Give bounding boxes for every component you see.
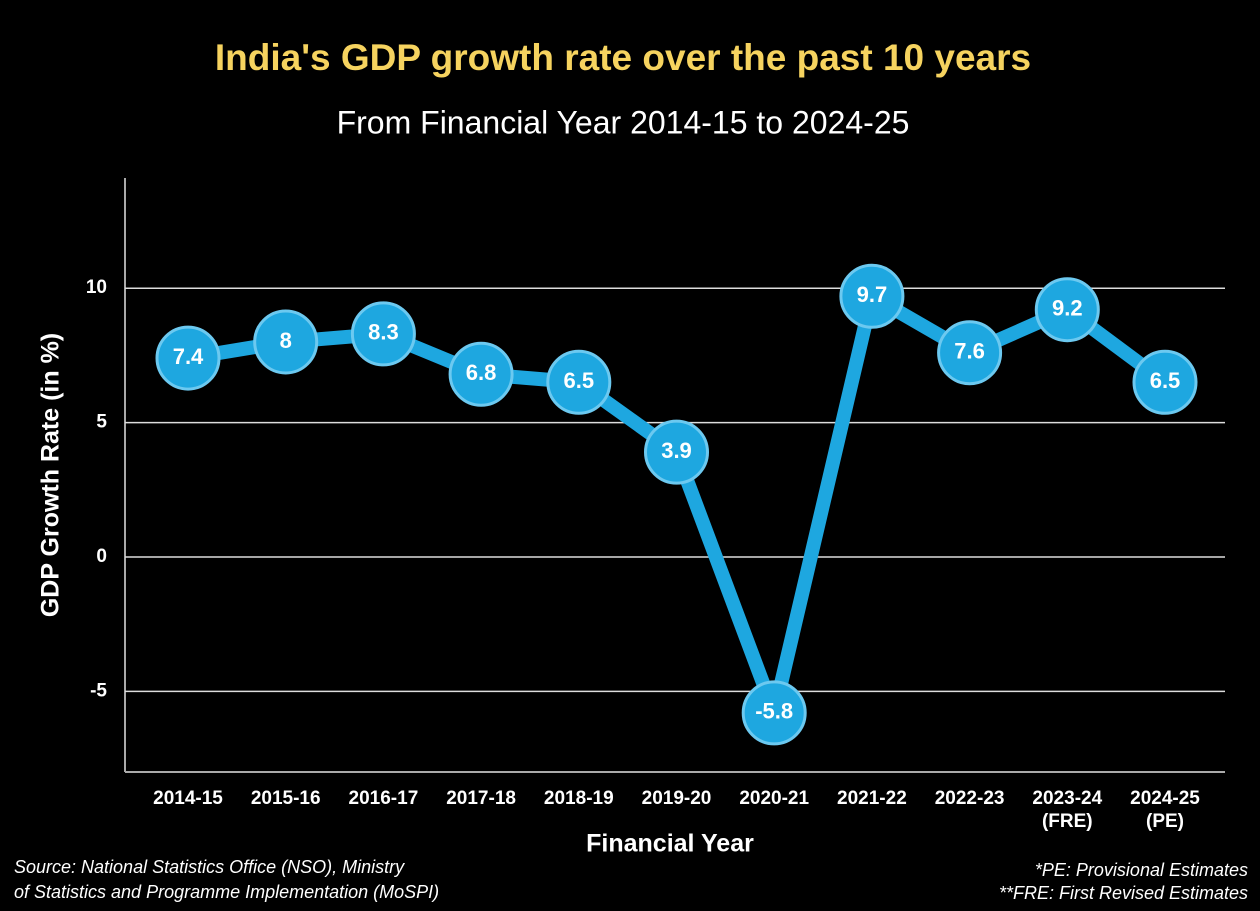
- x-tick-label: 2014-15: [153, 788, 223, 809]
- point: [448, 341, 514, 407]
- value-label: 9.7: [857, 282, 888, 307]
- x-tick-label: 2016-17: [349, 788, 419, 809]
- value-label: 6.5: [564, 368, 595, 393]
- footnote: **FRE: First Revised Estimates: [999, 883, 1248, 903]
- value-label: 7.4: [173, 344, 204, 369]
- point: [1034, 277, 1100, 343]
- x-tick-label: 2017-18: [446, 788, 516, 809]
- point: [253, 309, 319, 375]
- value-label: 3.9: [661, 438, 692, 463]
- point: [546, 349, 612, 415]
- chart-subtitle: From Financial Year 2014-15 to 2024-25: [337, 104, 910, 140]
- value-label: 8: [280, 328, 292, 353]
- y-tick-label: -5: [90, 680, 107, 701]
- value-label: 8.3: [368, 320, 399, 345]
- footnote: *PE: Provisional Estimates: [1035, 860, 1248, 880]
- value-label: -5.8: [755, 699, 793, 724]
- source-text: of Statistics and Programme Implementati…: [14, 882, 439, 902]
- point: [1132, 349, 1198, 415]
- x-tick-label: 2022-23: [935, 788, 1005, 809]
- value-label: 9.2: [1052, 296, 1083, 321]
- value-label: 6.8: [466, 360, 497, 385]
- x-axis-title: Financial Year: [586, 830, 754, 858]
- value-label: 6.5: [1150, 368, 1181, 393]
- point: [839, 263, 905, 329]
- x-tick-label: 2015-16: [251, 788, 321, 809]
- x-tick-label: 2018-19: [544, 788, 614, 809]
- y-tick-label: 5: [96, 412, 107, 433]
- point: [937, 320, 1003, 386]
- point: [644, 419, 709, 485]
- source-text: Source: National Statistics Office (NSO)…: [14, 857, 405, 877]
- x-tick-label: 2024-25 (PE): [1130, 788, 1200, 832]
- point: [155, 325, 221, 391]
- x-tick-label: 2023-24 (FRE): [1032, 788, 1102, 832]
- y-axis-title: GDP Growth Rate (in %): [37, 333, 65, 617]
- x-tick-label: 2020-21: [739, 788, 809, 809]
- y-tick-label: 10: [86, 277, 107, 298]
- chart-title: India's GDP growth rate over the past 10…: [215, 37, 1031, 78]
- x-tick-label: 2021-22: [837, 788, 907, 809]
- point: [350, 301, 416, 367]
- point: [741, 680, 807, 746]
- x-tick-label: 2019-20: [642, 788, 712, 809]
- y-tick-label: 0: [96, 546, 107, 567]
- value-label: 7.6: [954, 339, 985, 364]
